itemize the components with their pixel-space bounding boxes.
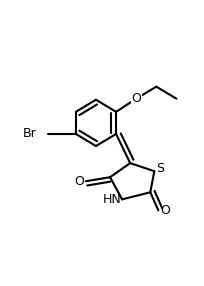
Text: O: O <box>160 204 170 217</box>
Text: O: O <box>131 92 141 105</box>
Text: HN: HN <box>102 193 121 206</box>
Text: S: S <box>156 162 164 175</box>
Text: Br: Br <box>23 128 37 140</box>
Text: O: O <box>74 175 84 188</box>
